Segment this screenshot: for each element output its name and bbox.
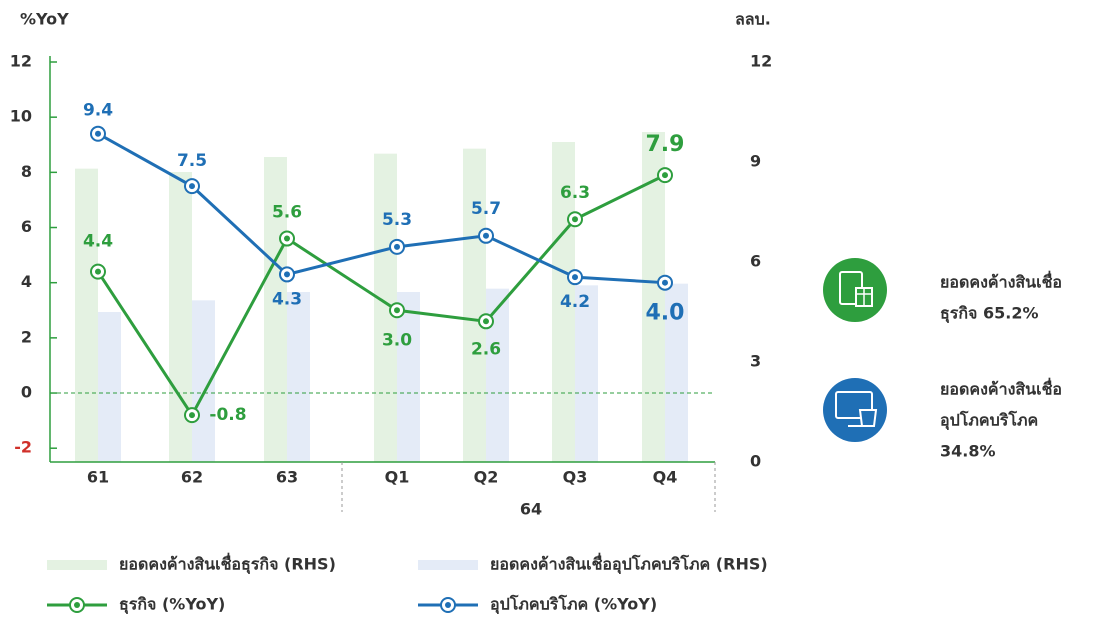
data-label: 4.2 xyxy=(560,292,590,312)
legend-marker-dot xyxy=(74,602,80,608)
data-label: -0.8 xyxy=(209,405,246,425)
y-tick-label: 2 xyxy=(21,327,32,346)
y2-tick-label: 12 xyxy=(750,52,772,71)
y2-tick-label: 9 xyxy=(750,152,761,171)
axes: -2 0 2 4 6 8 10 12 0 3 6 9 12 61 62 63 Q1 Q2 Q3 Q4 64 xyxy=(10,52,773,519)
y-axis-label: %YoY xyxy=(20,10,69,29)
bar xyxy=(463,148,486,462)
y-tick-label: 0 xyxy=(21,383,32,402)
bar xyxy=(642,132,665,462)
y2-tick-label: 3 xyxy=(750,352,761,371)
marker-dot xyxy=(572,216,578,223)
data-label: 9.4 xyxy=(83,101,113,121)
data-label: 4.0 xyxy=(646,301,685,326)
x-tick-label: 62 xyxy=(181,468,203,487)
marker-dot xyxy=(95,130,101,137)
bar xyxy=(287,292,310,462)
marker-dot xyxy=(572,274,578,281)
data-label: 3.0 xyxy=(382,330,412,350)
data-label: 6.3 xyxy=(560,183,590,203)
y-tick-label: -2 xyxy=(14,438,32,457)
marker-dot xyxy=(189,183,195,190)
data-label: 5.3 xyxy=(382,210,412,230)
legend-label: ธุรกิจ (%YoY) xyxy=(119,595,225,615)
x-tick-label: 63 xyxy=(276,468,298,487)
bar xyxy=(374,153,397,462)
lines: 4.4 -0.8 5.6 3.0 2.6 6.3 7.9 9.4 7.5 4.3 5.3 5.7 4.2… xyxy=(83,101,685,425)
data-label: 4.4 xyxy=(83,232,113,252)
y2-tick-label: 6 xyxy=(750,252,761,271)
data-label: 5.6 xyxy=(272,203,302,223)
business-icon xyxy=(823,258,887,322)
data-label: 7.5 xyxy=(177,151,207,171)
y-tick-label: 12 xyxy=(10,52,32,71)
marker-dot xyxy=(662,172,668,179)
marker-dot xyxy=(284,235,290,242)
side-note: ยอดคงค้างสินเชื่อ xyxy=(940,271,1062,292)
x-tick-label: Q2 xyxy=(474,468,499,487)
bar xyxy=(486,288,509,462)
bar xyxy=(98,312,121,462)
legend-label: อุปโภคบริโภค (%YoY) xyxy=(490,594,657,615)
legend-swatch xyxy=(418,560,478,570)
side-note: ธุรกิจ 65.2% xyxy=(940,304,1039,324)
y2-tick-label: 0 xyxy=(750,452,761,471)
consumer-icon xyxy=(823,378,887,442)
data-label: 7.9 xyxy=(646,132,685,157)
legend-label: ยอดคงค้างสินเชื่ออุปโภคบริโภค (RHS) xyxy=(490,553,768,575)
bar xyxy=(575,285,598,462)
x-tick-label: Q1 xyxy=(385,468,410,487)
bar xyxy=(192,300,215,462)
marker-dot xyxy=(483,232,489,239)
data-label: 5.7 xyxy=(471,199,501,219)
y-tick-label: 6 xyxy=(21,217,32,236)
x-tick-label: 61 xyxy=(87,468,109,487)
legend-marker-dot xyxy=(445,602,451,608)
legend-swatch xyxy=(47,560,107,570)
bar xyxy=(397,292,420,462)
data-label: 4.3 xyxy=(272,289,302,309)
x-group-label: 64 xyxy=(520,500,542,519)
marker-dot xyxy=(394,307,400,314)
y2-axis-label: ลลบ. xyxy=(735,10,771,29)
side-note: 34.8% xyxy=(940,442,996,461)
marker-dot xyxy=(284,271,290,278)
side-note: อุปโภคบริโภค xyxy=(940,410,1038,431)
marker-dot xyxy=(95,268,101,275)
x-tick-label: Q4 xyxy=(653,468,678,487)
marker-dot xyxy=(483,318,489,325)
legend-label: ยอดคงค้างสินเชื่อธุรกิจ (RHS) xyxy=(119,553,336,575)
y-tick-label: 10 xyxy=(10,107,32,126)
marker-dot xyxy=(394,243,400,250)
bars xyxy=(75,132,688,462)
y-tick-label: 8 xyxy=(21,162,32,181)
marker-dot xyxy=(189,412,195,419)
bar xyxy=(665,283,688,462)
side-note: ยอดคงค้างสินเชื่อ xyxy=(940,378,1062,399)
y-tick-label: 4 xyxy=(21,272,32,291)
x-tick-label: Q3 xyxy=(563,468,588,487)
data-label: 2.6 xyxy=(471,339,501,359)
bar xyxy=(75,168,98,462)
marker-dot xyxy=(662,279,668,286)
